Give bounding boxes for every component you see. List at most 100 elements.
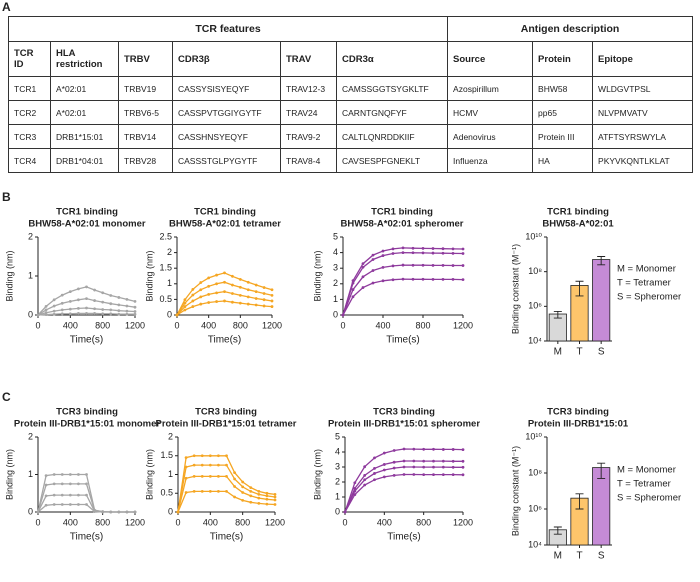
data-point [381, 266, 385, 269]
data-point [401, 251, 405, 255]
data-point [68, 290, 72, 293]
chart-title: Protein III-DRB1*15:01 monomer [14, 419, 161, 430]
data-point [192, 489, 196, 493]
table-row: TCR1 A*02:01 TRBV19 CASSYSISYEQYF TRAV12-3 CA… [8, 76, 694, 101]
data-point [353, 493, 357, 496]
table-row: TCR4 DRB1*04:01 TRBV28 CASSSTGLPYGYTF TRAV8-… [8, 148, 694, 173]
fit-curve [344, 448, 464, 513]
data-point [270, 299, 274, 303]
table-cell: Adenovirus [447, 124, 534, 149]
data-point [273, 498, 277, 502]
data-point [215, 291, 218, 295]
data-point [60, 301, 64, 305]
data-point [231, 292, 234, 295]
table-cell: CARNTGNQFYF [335, 100, 449, 125]
x-tick-label: 800 [416, 517, 431, 527]
data-point [223, 271, 226, 275]
data-point [191, 293, 195, 297]
x-tick-label: 0 [35, 517, 40, 527]
y-tick-label: 0.5 [159, 294, 172, 304]
column-header: HLA restriction [50, 41, 119, 77]
y-tick-label: 0 [168, 506, 173, 516]
data-point [461, 247, 465, 251]
fit-curve [344, 473, 464, 513]
data-point [133, 510, 137, 514]
data-point [183, 301, 187, 305]
data-point [77, 298, 80, 302]
data-point [208, 454, 212, 458]
x-tick-label: S [598, 551, 605, 562]
data-point [402, 473, 406, 476]
data-point [109, 294, 113, 297]
x-tick-label: 400 [63, 320, 78, 330]
data-point [381, 249, 385, 253]
table-cell: DRB1*15:01 [50, 124, 119, 149]
x-tick-label: 1200 [265, 517, 285, 527]
column-header: CDR3α [335, 41, 449, 77]
data-point [382, 468, 386, 472]
error-bar [597, 462, 606, 479]
data-point [270, 305, 274, 308]
data-point [411, 277, 415, 281]
table-cell: TRAV12-3 [280, 76, 337, 101]
data-point [215, 282, 218, 286]
data-point [391, 264, 395, 268]
data-point [101, 510, 105, 514]
data-point [432, 465, 435, 469]
group-header-row: TCR features Antigen description [7, 16, 694, 42]
y-tick-label: 10⁴ [528, 335, 542, 345]
data-point [461, 459, 465, 463]
data-point [77, 287, 80, 291]
data-point [77, 306, 80, 310]
data-point [133, 310, 137, 313]
data-point [231, 274, 234, 278]
data-point [184, 476, 188, 480]
data-point [207, 276, 211, 280]
data-point [392, 466, 396, 470]
data-point [176, 510, 180, 514]
x-axis-label: Time(s) [70, 335, 104, 346]
data-point [175, 313, 179, 317]
table-cell: CALTLQNRDDKIIF [335, 124, 449, 149]
data-point [68, 307, 72, 311]
data-point [117, 312, 121, 316]
y-tick-label: 2 [333, 278, 338, 288]
data-point [233, 471, 236, 475]
data-point [233, 485, 236, 488]
data-point [109, 302, 113, 306]
data-point [93, 299, 96, 302]
data-point [200, 463, 204, 467]
data-point [402, 465, 406, 469]
x-axis-label: Time(s) [210, 532, 244, 543]
y-tick-label: 5 [333, 231, 338, 241]
chart-title: BHW58-A*02:01 tetramer [169, 219, 281, 230]
table-cell: Azospirillum [447, 76, 534, 101]
table-cell: TRBV14 [118, 124, 173, 149]
data-point [44, 503, 48, 507]
data-point [273, 503, 277, 506]
annotation: M = Monomer [617, 465, 676, 476]
data-point [249, 486, 253, 490]
data-point [254, 297, 258, 300]
data-point [381, 279, 385, 283]
y-axis-label: Binding (nm) [4, 250, 14, 301]
x-tick-label: T [576, 347, 582, 358]
data-point [411, 263, 415, 267]
data-point [461, 252, 465, 255]
data-point [432, 447, 435, 451]
table-cell: BHW58 [532, 76, 594, 101]
data-point [184, 465, 188, 469]
table-cell: CASSHNSYEQYF [172, 124, 281, 149]
data-point [101, 300, 105, 304]
data-point [461, 278, 465, 281]
data-point [461, 465, 465, 469]
error-bar [597, 256, 606, 266]
data-point [101, 312, 105, 316]
data-point [401, 246, 405, 250]
data-point [371, 258, 375, 261]
data-point [199, 281, 203, 284]
y-tick-label: 1.5 [159, 263, 172, 273]
data-point [371, 269, 375, 272]
data-point [101, 308, 105, 311]
